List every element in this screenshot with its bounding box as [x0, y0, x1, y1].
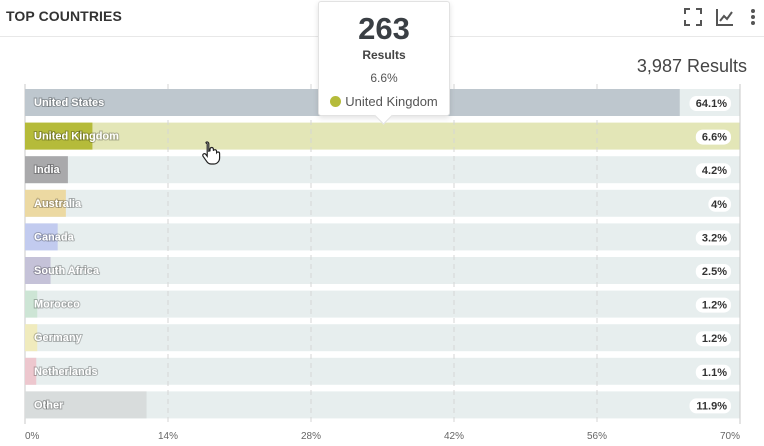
category-label: Australia: [34, 198, 82, 210]
category-label: Germany: [34, 332, 83, 344]
fullscreen-icon[interactable]: [682, 6, 704, 28]
value-pill: [695, 331, 731, 347]
chart-title: TOP COUNTRIES: [6, 8, 122, 24]
value-label: 1.2%: [702, 333, 727, 345]
category-label: Other: [34, 399, 64, 411]
legend-dot-icon: [330, 96, 342, 107]
value-pill: [695, 264, 731, 279]
category-label: Canada: [34, 231, 75, 243]
hand-pointer-cursor-icon: [202, 141, 221, 165]
x-tick-label: 28%: [301, 431, 321, 442]
bar-track[interactable]: [25, 357, 740, 385]
value-pill: [695, 297, 731, 313]
bar[interactable]: [25, 156, 68, 184]
bar-track[interactable]: [25, 324, 740, 352]
x-tick-label: 14%: [158, 431, 178, 442]
chart-tooltip: 263 Results 6.6% United Kingdom: [318, 1, 450, 116]
bar[interactable]: [25, 122, 93, 150]
value-label: 1.2%: [702, 300, 727, 312]
bar[interactable]: [25, 324, 38, 352]
value-label: 3.2%: [702, 232, 727, 244]
bar-track[interactable]: [25, 290, 740, 318]
tooltip-count: 263: [358, 11, 410, 46]
more-vert-icon[interactable]: [746, 6, 760, 28]
tooltip-country: United Kingdom: [345, 94, 438, 109]
bar-track[interactable]: [25, 257, 740, 284]
bar[interactable]: [25, 290, 38, 318]
total-results: 3,987 Results: [636, 56, 747, 76]
value-label: 11.9%: [696, 400, 727, 412]
category-label: United States: [34, 97, 104, 109]
category-label: Netherlands: [34, 366, 98, 378]
value-label: 1.1%: [702, 367, 727, 379]
category-label: United Kingdom: [34, 131, 119, 143]
tooltip-legend: United Kingdom: [319, 94, 449, 109]
tooltip-label: Results: [362, 48, 406, 62]
value-pill: [695, 163, 731, 179]
tooltip-percent: 6.6%: [370, 71, 398, 85]
value-pill: [695, 129, 731, 145]
category-label: India: [34, 164, 61, 176]
value-pill: [695, 364, 731, 380]
value-pill: [708, 196, 731, 212]
line-chart-icon[interactable]: [714, 6, 736, 28]
bar-track[interactable]: [25, 156, 740, 184]
bar[interactable]: [25, 223, 58, 251]
value-label: 64.1%: [696, 98, 727, 110]
category-label: Morocco: [34, 299, 80, 311]
bar-track[interactable]: [25, 122, 740, 150]
value-label: 4%: [711, 199, 727, 211]
value-pill: [689, 398, 731, 414]
value-pill: [689, 96, 731, 111]
value-label: 6.6%: [702, 132, 727, 144]
x-tick-label: 70%: [720, 431, 740, 442]
bar[interactable]: [25, 257, 51, 284]
x-tick-label: 42%: [444, 431, 464, 442]
x-tick-label: 56%: [587, 431, 607, 442]
bar-track[interactable]: [25, 223, 740, 251]
value-pill: [695, 230, 731, 246]
bar[interactable]: [25, 189, 66, 217]
bar[interactable]: [25, 357, 37, 385]
category-label: South Africa: [34, 265, 100, 277]
bar[interactable]: [25, 391, 147, 419]
x-tick-label: 0%: [25, 431, 40, 442]
bar-track[interactable]: [25, 189, 740, 217]
value-label: 4.2%: [702, 165, 727, 177]
value-label: 2.5%: [702, 266, 727, 278]
